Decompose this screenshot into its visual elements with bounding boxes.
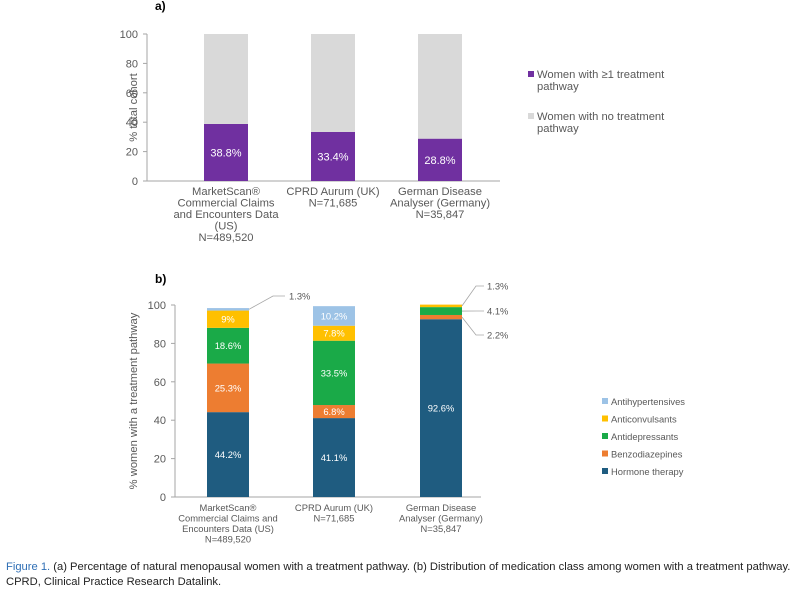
bar-segment-antidepressants: [207, 327, 249, 364]
data-label: 10.2%: [321, 310, 348, 321]
data-label: 1.3%: [289, 291, 310, 302]
y-tick-label: 40: [154, 415, 166, 427]
bar-segment-antihypertensives: [313, 306, 355, 326]
bar-segment-antidepressants: [313, 340, 355, 406]
y-tick-label: 100: [148, 300, 166, 312]
y-tick-label: 20: [154, 454, 166, 466]
bar-segment-anticonvulsants: [207, 310, 249, 328]
bar-segment-benzodiazepines: [420, 314, 462, 320]
panel-label: b): [155, 272, 166, 286]
y-axis-label: % total cohort: [128, 72, 140, 141]
data-label: 44.2%: [215, 449, 242, 460]
data-label: 33.5%: [321, 367, 348, 378]
data-label: 9%: [221, 314, 235, 325]
chart-panel-b: b) 0 20 40 60 80 100 % women with a treatment p…: [128, 272, 685, 545]
legend-swatch: [528, 71, 534, 77]
bar-segment-women-with-no-treatment: [311, 34, 355, 132]
legend-swatch: [602, 450, 608, 457]
legend-swatch: [602, 468, 608, 474]
data-label: 28.8%: [424, 155, 455, 167]
data-label-leader: [461, 285, 484, 307]
data-label: 1.3%: [487, 281, 508, 292]
bar-segment-women-with-1-treatment: [311, 131, 355, 181]
legend-label: Antidepressants: [611, 431, 679, 442]
bar-segment-women-with-no-treatment: [418, 34, 462, 139]
legend-label: Women with no treatment pathway: [537, 111, 665, 135]
bar-segment-antidepressants: [420, 307, 462, 315]
bar-segment-benzodiazepines: [313, 405, 355, 419]
y-tick-label: 0: [160, 492, 166, 504]
legend-swatch: [528, 113, 534, 119]
legend-label: Hormone therapy: [611, 466, 684, 477]
legend-swatch: [602, 415, 608, 422]
legend-label: Antihypertensives: [611, 396, 685, 407]
y-tick-label: 80: [126, 58, 138, 70]
data-label-leader: [248, 295, 285, 310]
y-tick-label: 80: [154, 338, 166, 350]
legend-label: Women with ≥1 treatment pathway: [537, 69, 665, 93]
data-label: 6.8%: [323, 406, 344, 417]
y-tick-label: 60: [126, 88, 138, 100]
bar-segment-women-with-1-treatment: [418, 138, 462, 181]
data-label: 2.2%: [487, 330, 508, 341]
bar-segment-women-with-1-treatment: [204, 123, 248, 181]
panel-label: a): [155, 0, 166, 13]
x-category-label: CPRD Aurum (UK) N=71,685: [286, 186, 380, 210]
bar-segment-antihypertensives: [207, 308, 249, 311]
data-label: 7.8%: [323, 328, 344, 339]
y-tick-label: 100: [120, 29, 138, 41]
figure-caption-label: Figure 1.: [6, 561, 51, 573]
data-label: 4.1%: [487, 306, 508, 317]
y-axis-label: % women with a treatment pathway: [128, 312, 140, 489]
y-tick-label: 20: [126, 147, 138, 159]
legend-swatch: [602, 433, 608, 439]
x-category-label: MarketScan® Commercial Claims and Encounte…: [178, 502, 278, 545]
bar-segment-hormone-therapy: [420, 319, 462, 497]
bar-segment-benzodiazepines: [207, 363, 249, 413]
legend-swatch: [602, 398, 608, 404]
y-tick-label: 40: [126, 117, 138, 129]
bar-segment-hormone-therapy: [313, 418, 355, 497]
legend-label: Anticonvulsants: [611, 414, 677, 425]
data-label: 38.8%: [210, 147, 241, 159]
bar-segment-anticonvulsants: [313, 325, 355, 341]
x-category-label: German Disease Analyser (Germany) N=35,847: [399, 502, 483, 534]
data-label-leader: [461, 316, 484, 336]
data-label: 25.3%: [215, 382, 242, 393]
figure-caption-text: (a) Percentage of natural menopausal wom…: [6, 561, 791, 588]
data-label: 33.4%: [317, 151, 348, 163]
figure-caption: Figure 1. (a) Percentage of natural meno…: [6, 560, 806, 590]
bar-segment-hormone-therapy: [207, 412, 249, 497]
bar-segment-women-with-no-treatment: [204, 34, 248, 124]
figure: a) 0 20 40 60 80 100 % total cohort MarketScan® C…: [120, 0, 686, 545]
data-label: 18.6%: [215, 340, 242, 351]
x-category-label: CPRD Aurum (UK) N=71,685: [295, 502, 373, 524]
bar-segment-anticonvulsants: [420, 304, 462, 308]
data-label: 92.6%: [428, 403, 455, 414]
x-category-label: MarketScan® Commercial Claims and Encounte…: [173, 186, 279, 244]
y-tick-label: 0: [132, 176, 138, 188]
data-label: 41.1%: [321, 452, 348, 463]
y-tick-label: 60: [154, 377, 166, 389]
x-category-label: German Disease Analyser (Germany) N=35,847: [390, 186, 490, 221]
chart-panel-a: a) 0 20 40 60 80 100 % total cohort MarketScan® C…: [120, 0, 666, 244]
legend-label: Benzodiazepines: [611, 449, 683, 460]
